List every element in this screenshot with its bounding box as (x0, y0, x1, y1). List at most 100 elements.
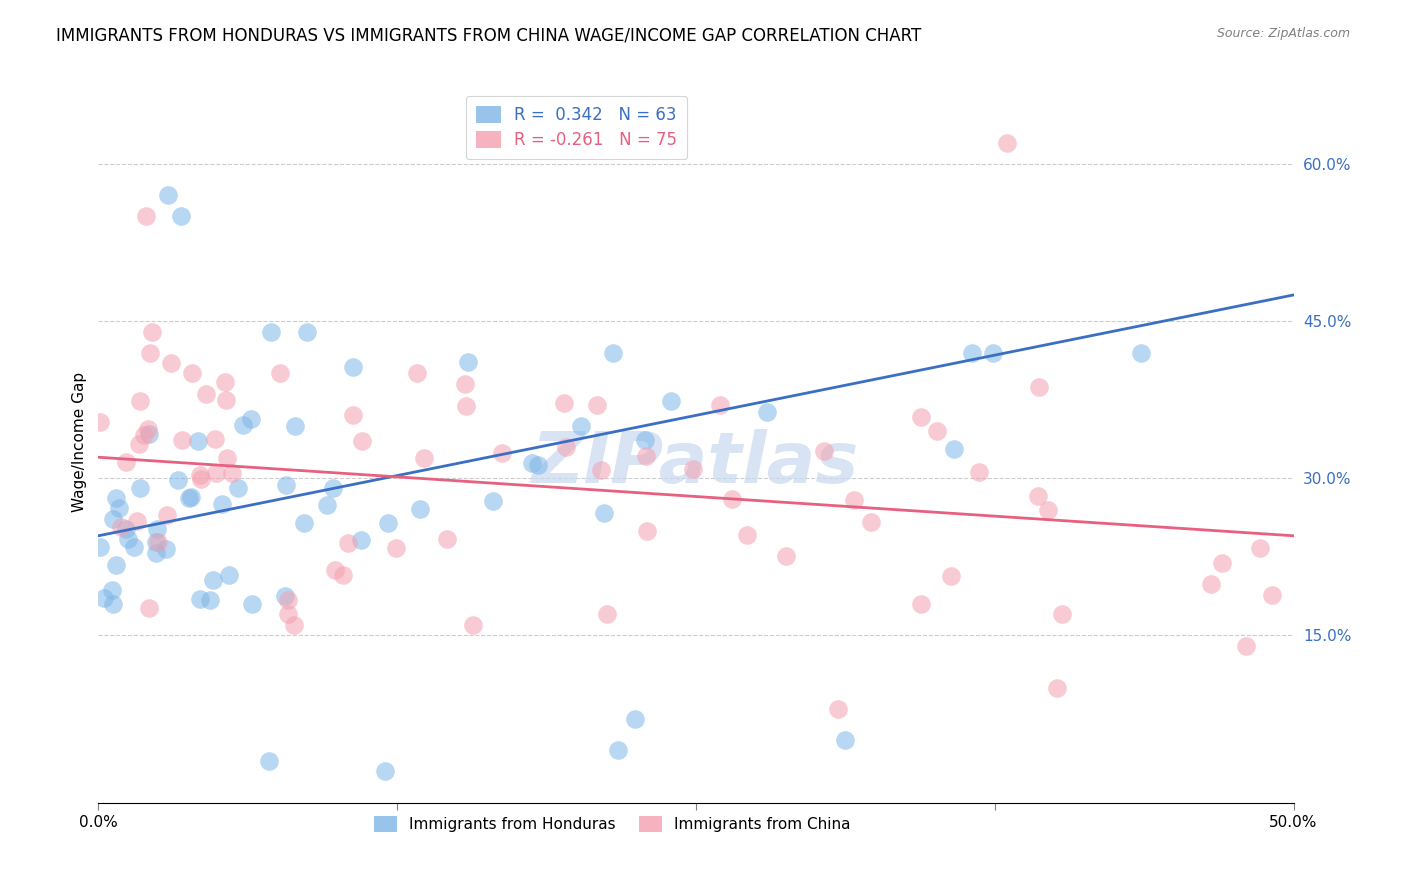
Point (167, 473, 190, 487)
Point (756, 405, 779, 419)
Point (232, 417, 254, 432)
Point (277, 607, 299, 622)
Point (409, 502, 432, 516)
Point (1046, 681, 1069, 695)
Point (457, 354, 479, 368)
Point (155, 542, 177, 557)
Point (211, 497, 233, 511)
Point (463, 617, 485, 632)
Point (406, 367, 429, 381)
Point (160, 356, 183, 370)
Point (200, 592, 222, 607)
Point (204, 466, 226, 480)
Point (145, 534, 167, 549)
Point (1211, 557, 1233, 571)
Point (1261, 588, 1284, 602)
Point (1199, 577, 1222, 591)
Point (221, 466, 243, 480)
Point (274, 589, 297, 603)
Point (682, 462, 704, 476)
Point (323, 563, 346, 577)
Point (110, 520, 132, 534)
Point (128, 481, 150, 495)
Point (139, 345, 162, 359)
Point (634, 449, 657, 463)
Point (721, 491, 744, 506)
Point (104, 491, 127, 505)
Point (128, 437, 150, 451)
Point (155, 508, 177, 522)
Point (239, 412, 262, 426)
Text: ZIPatlas: ZIPatlas (533, 429, 859, 498)
Point (226, 481, 249, 495)
Point (103, 597, 125, 611)
Point (1036, 503, 1059, 517)
Point (215, 450, 238, 465)
Point (89, 415, 111, 429)
Point (591, 463, 613, 477)
Point (827, 701, 849, 715)
Point (188, 467, 211, 482)
Point (277, 592, 299, 607)
Point (969, 465, 991, 479)
Legend: Immigrants from Honduras, Immigrants from China: Immigrants from Honduras, Immigrants fro… (368, 810, 856, 838)
Point (138, 422, 160, 436)
Point (138, 600, 160, 615)
Point (295, 325, 318, 339)
Point (596, 607, 619, 622)
Text: Source: ZipAtlas.com: Source: ZipAtlas.com (1216, 27, 1350, 40)
Point (553, 396, 575, 410)
Point (342, 359, 364, 374)
Point (844, 492, 866, 507)
Point (115, 455, 138, 469)
Point (93, 591, 115, 605)
Point (283, 617, 305, 632)
Point (960, 345, 983, 359)
Point (624, 712, 647, 726)
Point (522, 456, 544, 470)
Point (636, 524, 658, 538)
Point (292, 516, 315, 530)
Point (1234, 639, 1257, 653)
Point (218, 568, 240, 582)
Point (927, 424, 949, 438)
Point (350, 533, 373, 548)
Point (125, 514, 148, 528)
Point (983, 345, 1005, 359)
Point (1028, 380, 1050, 394)
Point (104, 558, 127, 572)
Point (117, 533, 139, 547)
Point (569, 418, 592, 433)
Point (202, 573, 225, 587)
Point (190, 472, 212, 486)
Point (481, 494, 503, 508)
Point (141, 325, 163, 339)
Point (910, 598, 932, 612)
Point (276, 478, 298, 492)
Point (284, 419, 307, 434)
Point (377, 516, 399, 530)
Point (834, 733, 856, 747)
Point (138, 426, 160, 441)
Text: IMMIGRANTS FROM HONDURAS VS IMMIGRANTS FROM CHINA WAGE/INCOME GAP CORRELATION CH: IMMIGRANTS FROM HONDURAS VS IMMIGRANTS F… (56, 27, 921, 45)
Point (910, 409, 932, 424)
Point (240, 597, 263, 611)
Point (607, 743, 630, 757)
Point (134, 427, 156, 442)
Point (115, 522, 138, 536)
Point (491, 446, 513, 460)
Point (260, 325, 283, 339)
Point (813, 444, 835, 458)
Point (315, 499, 337, 513)
Point (859, 515, 882, 529)
Point (593, 506, 616, 520)
Point (145, 546, 167, 560)
Point (170, 210, 193, 224)
Point (170, 434, 193, 448)
Point (995, 136, 1018, 150)
Point (374, 764, 396, 779)
Point (554, 440, 576, 454)
Point (146, 522, 169, 536)
Point (187, 434, 209, 449)
Point (107, 501, 129, 516)
